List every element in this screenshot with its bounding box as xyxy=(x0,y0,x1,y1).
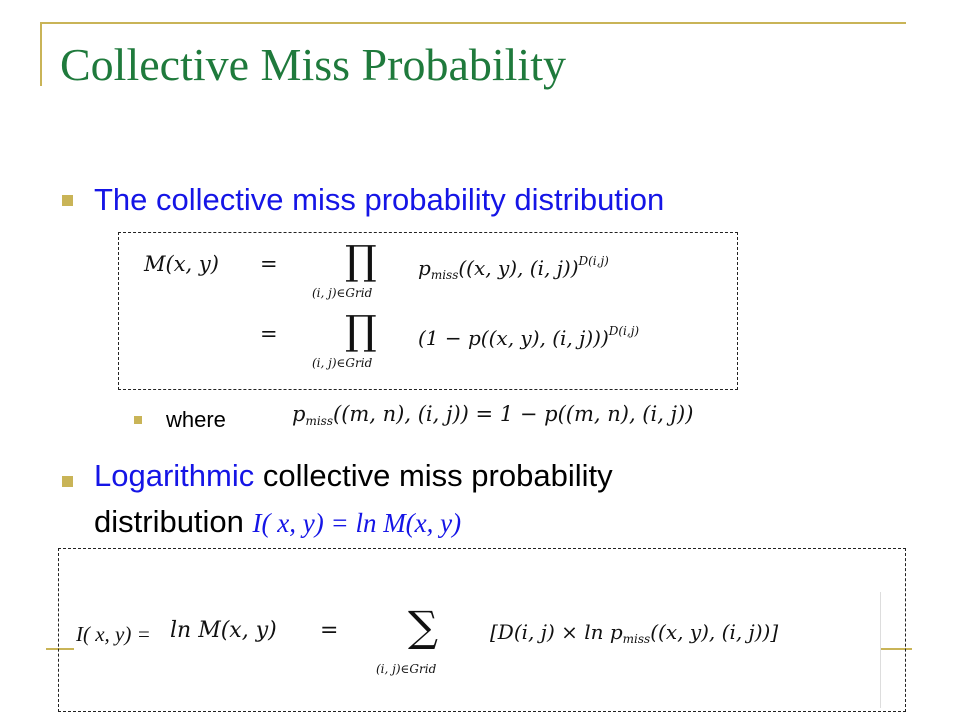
bullet-2-highlight: Logarithmic xyxy=(94,458,255,493)
bullet-2-line-1: Logarithmic collective miss probability xyxy=(94,456,613,496)
log-equals: = xyxy=(320,618,339,643)
eq2-rhs-exponent: D(i,j) xyxy=(608,324,640,338)
log-rhs-a: [D(i, j) × ln p xyxy=(490,620,623,644)
bullet-marker-1 xyxy=(62,195,73,206)
where-rest: ((m, n), (i, j)) = 1 − p((m, n), (i, j)) xyxy=(333,402,694,426)
bullet-2-line-2: distribution I( x, y) = ln M(x, y) xyxy=(94,502,461,543)
eq1-rhs-exponent: D(i,j) xyxy=(578,254,609,268)
frame-bottom-right-tick xyxy=(880,648,912,650)
bullet-marker-2 xyxy=(62,476,73,487)
log-rhs: [D(i, j) × ln pmiss((x, y), (i, j))] xyxy=(490,620,778,646)
log-sum-symbol: ∑ xyxy=(408,602,438,651)
log-rhs-sub: miss xyxy=(622,632,651,646)
equation-image-product: M(x, y) = ∏ (i, j)∈Grid pmiss((x, y), (i… xyxy=(120,236,714,380)
where-lhs-sub: miss xyxy=(305,414,333,428)
equation-dashed-box xyxy=(118,232,738,390)
eq1-lhs: M(x, y) xyxy=(144,252,219,276)
eq1-rhs-p: p xyxy=(418,256,431,280)
sub-bullet-marker xyxy=(134,416,142,424)
eq1-rhs: pmiss((x, y), (i, j))D(i,j) xyxy=(418,254,609,282)
eq1-product-symbol: ∏ xyxy=(345,238,377,284)
eq2-rhs-text: (1 − p((x, y), (i, j))) xyxy=(418,326,609,350)
log-sum-range: (i, j)∈Grid xyxy=(376,662,437,676)
frame-top-line xyxy=(40,22,906,24)
eq1-rhs-tail: ((x, y), (i, j)) xyxy=(458,256,579,280)
bullet-2-rest: collective miss probability xyxy=(254,458,613,493)
frame-left-line xyxy=(40,22,42,86)
eq2-product-range: (i, j)∈Grid xyxy=(312,356,373,370)
eq2-product-symbol: ∏ xyxy=(345,308,377,354)
eq2-equals: = xyxy=(260,322,278,346)
frame-bottom-left-tick xyxy=(46,648,74,650)
bullet-2-line-2-text: distribution xyxy=(94,504,253,539)
eq1-equals: = xyxy=(260,252,278,276)
slide-title: Collective Miss Probability xyxy=(60,39,566,90)
log-equation-image: ln M(x, y) = ∑ (i, j)∈Grid [D(i, j) × ln… xyxy=(168,592,881,708)
log-lhs: ln M(x, y) xyxy=(170,618,277,643)
eq1-product-range: (i, j)∈Grid xyxy=(312,286,373,300)
log-equation-dashed-box xyxy=(58,548,906,712)
bullet-1-text: The collective miss probability distribu… xyxy=(94,182,665,217)
eq1-rhs-sub: miss xyxy=(430,268,459,282)
bullet-2-inline-formula: I( x, y) = ln M(x, y) xyxy=(252,508,462,538)
where-equation: pmiss((m, n), (i, j)) = 1 − p((m, n), (i… xyxy=(292,402,693,428)
where-lhs-p: p xyxy=(292,402,306,426)
log-prefix: I( x, y) = xyxy=(76,622,151,646)
sub-bullet-where: where xyxy=(166,407,226,432)
log-rhs-b: ((x, y), (i, j))] xyxy=(650,620,779,644)
eq2-rhs: (1 − p((x, y), (i, j)))D(i,j) xyxy=(418,324,639,350)
